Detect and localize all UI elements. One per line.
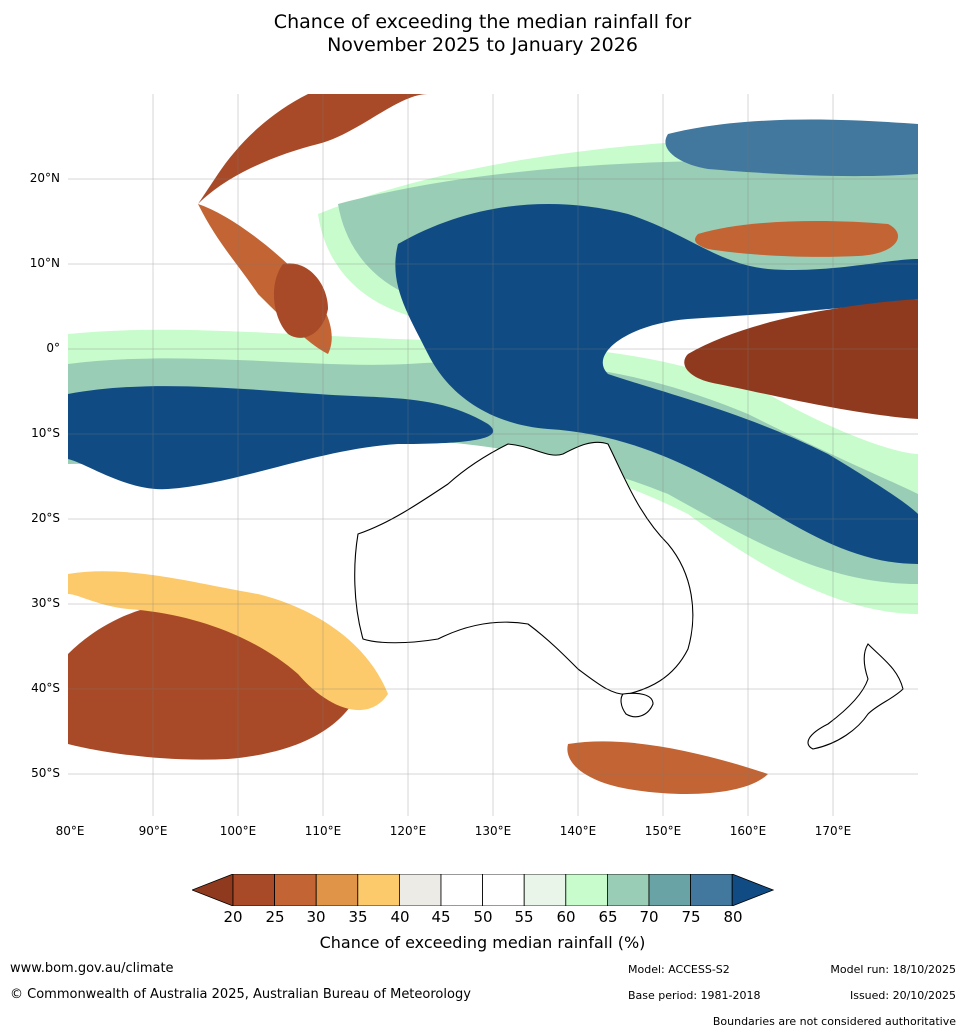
colorbar-extend-low: [192, 874, 234, 906]
lon-label-150e: 150°E: [644, 824, 682, 838]
colorbar-tick-50: 50: [473, 908, 493, 926]
colorbar-segment-12: [690, 874, 733, 906]
colorbar-tick-55: 55: [514, 908, 534, 926]
lat-label-20n: 20°N: [29, 171, 60, 185]
tasmania-outline: [620, 692, 654, 718]
colorbar-tick-60: 60: [556, 908, 576, 926]
graticule: [68, 94, 918, 816]
lon-label-140e: 140°E: [559, 824, 597, 838]
boundary-disclaimer: Boundaries are not considered authoritat…: [712, 1015, 956, 1028]
colorbar-tick-25: 25: [265, 908, 285, 926]
colorbar-tick-40: 40: [390, 908, 410, 926]
issued-date: Issued: 20/10/2025: [849, 989, 956, 1002]
model-name: Model: ACCESS-S2: [628, 963, 730, 976]
map-title-line2: November 2025 to January 2026: [327, 34, 638, 56]
lat-label-50s: 50°S: [31, 766, 60, 780]
lon-label-130e: 130°E: [474, 824, 512, 838]
colorbar-tick-20: 20: [223, 908, 243, 926]
colorbar-label: Chance of exceeding median rainfall (%): [319, 933, 646, 952]
colorbar-segment-10: [606, 874, 650, 906]
lon-label-110e: 110°E: [304, 824, 342, 838]
lon-label-160e: 160°E: [729, 824, 767, 838]
lon-label-100e: 100°E: [219, 824, 257, 838]
colorbar-segment-6: [440, 874, 483, 906]
colorbar-segment-4: [357, 874, 400, 906]
colorbar-segment-5: [398, 874, 442, 906]
colorbar-segment-2: [274, 874, 317, 906]
lon-label-170e: 170°E: [814, 824, 852, 838]
map-title-line1: Chance of exceeding the median rainfall …: [273, 11, 692, 33]
colorbar-segment-11: [648, 874, 691, 906]
colorbar-segment-9: [565, 874, 608, 906]
region-dry-pacific: [684, 299, 918, 419]
region-wet-band-indian-ocean: [68, 386, 494, 490]
copyright-notice: © Commonwealth of Australia 2025, Austra…: [10, 987, 471, 1002]
lat-label-0: 0°: [46, 341, 60, 355]
colorbar-tick-70: 70: [639, 908, 659, 926]
region-wet-band-north-pacific: [665, 119, 918, 177]
colorbar-tick-35: 35: [348, 908, 368, 926]
region-dry-philippine-sea: [695, 221, 898, 257]
base-period: Base period: 1981-2018: [628, 989, 761, 1002]
lat-label-20s: 20°S: [31, 511, 60, 525]
colorbar-extend-high: [731, 874, 774, 906]
map-canvas: [68, 94, 918, 816]
region-dry-tasman: [567, 741, 768, 794]
lat-label-40s: 40°S: [31, 681, 60, 695]
colorbar-segment-8: [523, 874, 567, 906]
colorbar-segment-3: [315, 874, 359, 906]
region-dry-southeast-asia: [198, 94, 428, 204]
lon-label-120e: 120°E: [389, 824, 427, 838]
colorbar-tick-45: 45: [431, 908, 451, 926]
rainfall-map: [68, 94, 918, 816]
colorbar-tick-30: 30: [306, 908, 326, 926]
colorbar-tick-80: 80: [723, 908, 743, 926]
colorbar: [192, 874, 774, 906]
colorbar-tick-75: 75: [681, 908, 701, 926]
region-wet-band-maritime: [395, 204, 918, 564]
colorbar-segment-7: [482, 874, 525, 906]
lat-label-10n: 10°N: [29, 256, 60, 270]
model-run-date: Model run: 18/10/2025: [830, 963, 956, 976]
colorbar-tick-65: 65: [598, 908, 618, 926]
australia-outline: [354, 441, 694, 695]
lon-label-90e: 90°E: [138, 824, 168, 838]
website-link[interactable]: www.bom.gov.au/climate: [10, 961, 174, 976]
region-moderate-dry-southern: [68, 571, 388, 711]
colorbar-segment-1: [232, 874, 275, 906]
lon-label-80e: 80°E: [55, 824, 85, 838]
region-dry-borneo: [273, 263, 328, 338]
lat-label-30s: 30°S: [31, 596, 60, 610]
lat-label-10s: 10°S: [31, 426, 60, 440]
